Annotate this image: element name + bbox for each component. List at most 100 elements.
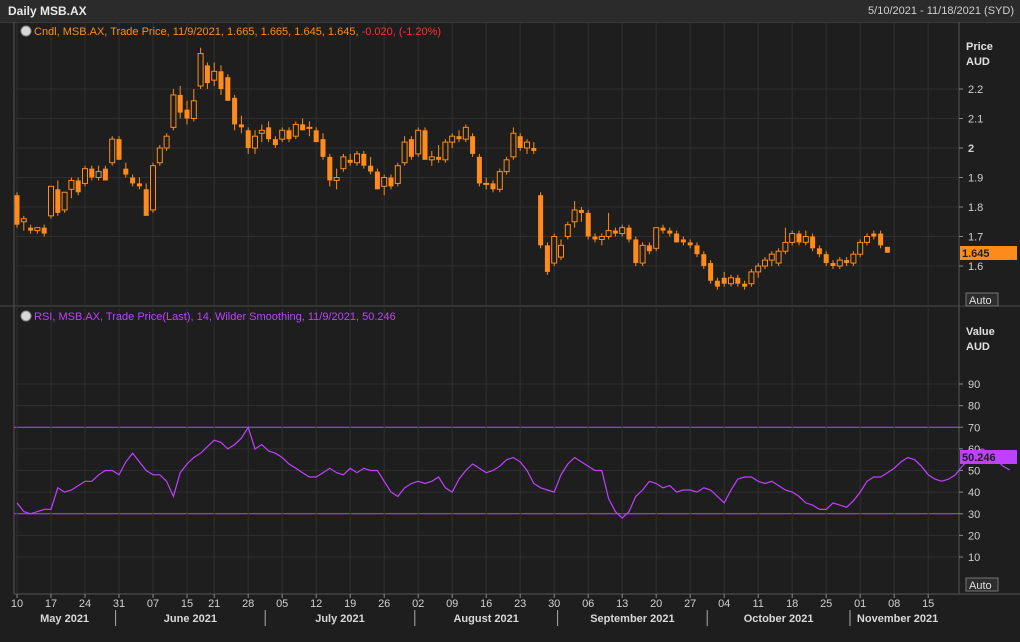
- candle-body-down: [313, 130, 319, 143]
- candle-body-down: [245, 130, 251, 148]
- candle-body-up: [768, 253, 775, 261]
- candle-body-down: [878, 233, 884, 246]
- candle-body-up: [605, 230, 612, 238]
- x-tick-label: 21: [208, 598, 220, 610]
- rsi-auto-label: Auto: [969, 580, 992, 592]
- price-legend-icon[interactable]: [20, 25, 32, 37]
- candle-body-up: [789, 233, 796, 243]
- candle-body-down: [388, 177, 394, 187]
- candle-body-down: [626, 227, 632, 240]
- candle-body-down: [347, 159, 353, 163]
- chart-title: Daily MSB.AX: [8, 4, 87, 18]
- candle-body-down: [816, 248, 822, 255]
- price-legend[interactable]: Cndl, MSB.AX, Trade Price, 11/9/2021, 1.…: [34, 26, 441, 38]
- candle-body-down: [41, 227, 47, 234]
- rsi-legend-icon[interactable]: [20, 310, 32, 322]
- candle-body-down: [830, 263, 836, 266]
- month-label: June 2021: [164, 613, 217, 625]
- x-tick-label: 15: [922, 598, 934, 610]
- x-tick-label: 28: [242, 598, 254, 610]
- candle-body-down: [544, 245, 550, 272]
- candle-body-up: [836, 259, 843, 267]
- candle-body-down: [646, 245, 652, 252]
- candle-body-up: [524, 141, 530, 149]
- candle-body-up: [95, 171, 102, 179]
- candle-body-down: [327, 156, 333, 181]
- date-range[interactable]: 5/10/2021 - 11/18/2021 (SYD): [868, 5, 1014, 17]
- rsi-series: [16, 425, 1011, 519]
- candle-body-down: [810, 236, 816, 249]
- candle-body-down: [708, 263, 714, 281]
- rsi-legend[interactable]: RSI, MSB.AX, Trade Price(Last), 14, Wild…: [34, 311, 396, 323]
- candle-body-down: [490, 183, 496, 190]
- x-tick-label: 31: [113, 598, 125, 610]
- price-auto-button[interactable]: [965, 292, 999, 307]
- price-tick-label: 1.6: [968, 261, 983, 273]
- rsi-tick-label: 30: [968, 509, 980, 521]
- x-tick-label: 25: [820, 598, 832, 610]
- x-tick-label: 20: [650, 598, 662, 610]
- month-label: August 2021: [453, 613, 518, 625]
- candle-body-down: [102, 168, 108, 181]
- x-tick-label: 12: [310, 598, 322, 610]
- candle-body-up: [598, 236, 605, 240]
- candle-body-down: [531, 148, 537, 151]
- candle-body-up: [442, 141, 449, 161]
- candle-body-up: [802, 236, 809, 243]
- x-tick-label: 05: [276, 598, 288, 610]
- candle-body-up: [190, 100, 197, 120]
- candle-body-down: [55, 189, 61, 213]
- candle-body-down: [633, 239, 639, 264]
- month-label: July 2021: [315, 613, 365, 625]
- candle-body-down: [123, 168, 129, 175]
- candle-body-up: [782, 241, 789, 252]
- x-axis-day-ticks: 10 17 24 31 07 15 21 28 05 12 19 26 02 09 16 23 30 06 13 20…: [11, 594, 934, 610]
- rsi-line: [16, 425, 1011, 519]
- price-legend-text: Cndl, MSB.AX, Trade Price, 11/9/2021, 1.…: [34, 26, 362, 38]
- candle-body-down: [592, 236, 598, 240]
- last-rsi-tag: [960, 450, 1017, 464]
- month-label: November 2021: [857, 613, 938, 625]
- candle-body-up: [68, 179, 75, 190]
- candle-body-down: [687, 242, 693, 246]
- x-tick-label: 08: [888, 598, 900, 610]
- x-tick-label: 24: [79, 598, 91, 610]
- candle-body-down: [238, 124, 244, 128]
- last-price-tag: [960, 246, 1017, 260]
- candle-body-up: [163, 135, 170, 149]
- x-tick-label: 13: [616, 598, 628, 610]
- candle-body-up: [775, 250, 782, 264]
- candle-body-down: [735, 277, 741, 284]
- candle-body-up: [748, 271, 755, 285]
- rsi-auto-button[interactable]: [965, 577, 999, 592]
- candle-body-up: [850, 253, 857, 264]
- candle-body-down: [694, 245, 700, 255]
- candle-body-up: [252, 135, 258, 149]
- candle-body-down: [272, 139, 278, 146]
- candle-body-up: [551, 236, 558, 264]
- rsi-axis-unit: AUD: [966, 341, 990, 353]
- rsi-tick-label: 10: [968, 552, 980, 564]
- candle-body-down: [374, 171, 380, 190]
- price-tick-label: 2.1: [968, 114, 983, 126]
- candle-body-down: [204, 65, 210, 84]
- price-tick-label: 2: [968, 143, 974, 155]
- candle-body-down: [667, 230, 673, 234]
- candle-body-down: [266, 127, 272, 140]
- candle-body-down: [184, 109, 190, 119]
- x-tick-label: 01: [854, 598, 866, 610]
- candle-body-down: [232, 97, 238, 125]
- candle-body-up: [415, 129, 422, 155]
- rsi-tick-label: 40: [968, 487, 980, 499]
- candle-body-down: [796, 233, 802, 243]
- candle-body-down: [286, 130, 292, 140]
- x-tick-label: 27: [684, 598, 696, 610]
- price-legend-change: -0.020, (-1.20%): [362, 26, 441, 38]
- candle-body-up: [510, 132, 517, 158]
- rsi-tick-label: 70: [968, 422, 980, 434]
- candle-body-up: [462, 126, 469, 140]
- candle-body-up: [728, 277, 734, 285]
